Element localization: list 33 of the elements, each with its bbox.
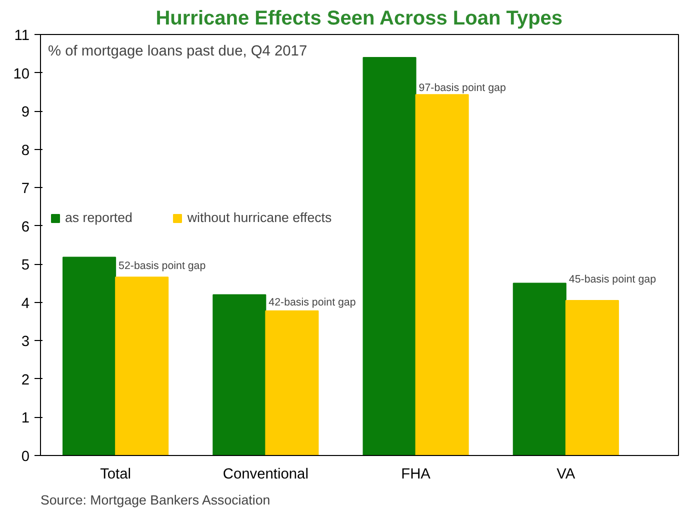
y-tick-label: 7	[21, 181, 30, 198]
bar	[265, 310, 319, 456]
source-note: Source: Mortgage Bankers Association	[40, 492, 270, 508]
y-tick-label: 0	[21, 449, 30, 465]
x-tick-label: VA	[556, 466, 576, 482]
y-tick-label: 11	[14, 28, 30, 44]
y-tick-label: 8	[21, 142, 30, 159]
y-axis-title: % of mortgage loans past due, Q4 2017	[48, 44, 308, 60]
y-tick-label: 9	[21, 104, 30, 121]
legend-label: without hurricane effects	[187, 210, 332, 225]
y-tick-label: 5	[21, 258, 30, 274]
y-tick-label: 3	[21, 334, 30, 350]
annotation: 52-basis point gap	[118, 260, 206, 272]
bar	[115, 276, 169, 456]
y-tick-label: 10	[13, 66, 30, 82]
y-tick-label: 6	[21, 219, 30, 236]
bar	[212, 294, 266, 456]
y-tick-label: 2	[21, 372, 30, 388]
annotation: 42-basis point gap	[268, 296, 356, 308]
bar	[362, 56, 416, 456]
chart-title: Hurricane Effects Seen Across Loan Types	[156, 8, 563, 30]
annotation: 45-basis point gap	[568, 273, 656, 286]
annotation: 97-basis point gap	[418, 82, 506, 94]
bar	[62, 256, 116, 456]
bar	[565, 300, 619, 456]
bar	[512, 282, 566, 456]
bar	[415, 94, 469, 456]
x-tick-label: Conventional	[222, 466, 308, 482]
legend-label: as reported	[65, 210, 132, 225]
y-tick-label: 4	[21, 296, 30, 312]
x-tick-label: Total	[100, 466, 132, 482]
y-tick-label: 1	[21, 410, 30, 427]
x-tick-label: FHA	[401, 466, 431, 482]
